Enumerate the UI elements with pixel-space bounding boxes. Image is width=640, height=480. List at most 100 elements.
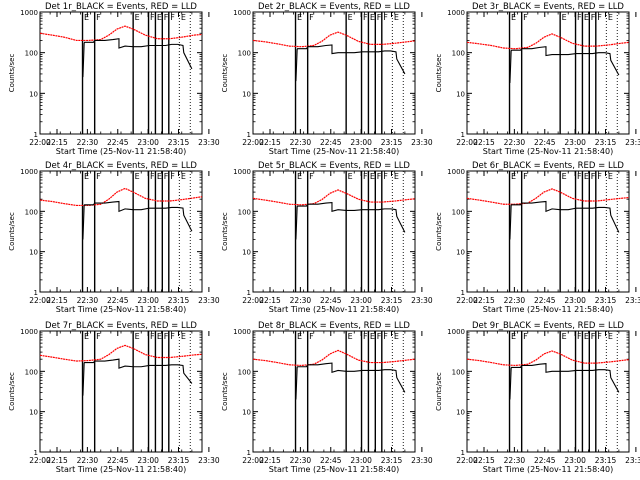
x-axis-label: Start Time (25-Nov-11 21:58:40) [483, 465, 613, 474]
lld-series-line [39, 25, 203, 42]
y-tick-label: 1 [34, 289, 38, 297]
y-tick-label: 1000 [447, 9, 465, 17]
x-tick-label: 22:30 [290, 296, 312, 305]
event-marker-label: F [363, 332, 368, 341]
event-marker-label: F [383, 172, 388, 181]
x-axis-label: Start Time (25-Nov-11 21:58:40) [483, 147, 613, 156]
event-marker-label: F [164, 332, 169, 341]
x-tick-label: 23:15 [168, 456, 190, 465]
event-marker-label: E [562, 13, 567, 22]
event-marker-label: E [297, 13, 302, 22]
event-marker-label: E [511, 13, 516, 22]
event-marker-label: F [591, 172, 596, 181]
plot-frame [39, 330, 203, 453]
x-tick-label: 23:15 [381, 456, 403, 465]
x-tick-label: 23:30 [625, 456, 640, 465]
x-tick-label: 22:30 [290, 138, 312, 147]
panel-3: Det 3r_BLACK = Events, RED = LLD 1 10 100 10… [435, 2, 640, 156]
event-marker-label: F [150, 332, 155, 341]
event-marker-label: E [84, 172, 89, 181]
x-tick-label: 23:30 [625, 296, 640, 305]
event-marker-label: F [377, 332, 382, 341]
y-axis-label: Counts/sec [435, 212, 443, 251]
x-tick-label: 22:30 [504, 138, 526, 147]
lld-series-line [39, 344, 203, 362]
event-marker-label: F [363, 172, 368, 181]
y-tick-label: 10 [242, 90, 251, 98]
x-tick-label: 23:30 [411, 296, 433, 305]
panel-8: Det 8r_BLACK = Events, RED = LLD 1 10 100 10… [221, 321, 433, 474]
x-tick-label: 23:15 [595, 456, 617, 465]
events-series-line [295, 44, 406, 82]
events-series-line [509, 46, 620, 83]
panel-title: Det 8r_BLACK = Events, RED = LLD [258, 321, 410, 331]
y-axis-label: Counts/sec [8, 54, 16, 93]
x-tick-label: 23:30 [411, 138, 433, 147]
x-axis-label: Start Time (25-Nov-11 21:58:40) [269, 305, 399, 314]
event-marker-label: E [348, 13, 353, 22]
event-marker-label: E [135, 332, 140, 341]
x-tick-label: 23:30 [198, 138, 220, 147]
x-tick-label: 23:30 [198, 296, 220, 305]
y-tick-label: 100 [238, 368, 251, 376]
x-tick-label: 22:30 [77, 138, 99, 147]
event-marker-label: F [383, 13, 388, 22]
event-marker-label: E [394, 13, 399, 22]
event-marker-label: F [150, 13, 155, 22]
events-series-line [82, 358, 193, 396]
panel-5: Det 5r_BLACK = Events, RED = LLD 1 10 100 10… [221, 161, 433, 314]
lld-series-line [466, 33, 630, 50]
x-axis-label: Start Time (25-Nov-11 21:58:40) [269, 147, 399, 156]
lld-series-line [252, 349, 416, 367]
event-marker-label: E [348, 332, 353, 341]
events-series-line [509, 363, 620, 400]
plot-frame [466, 330, 630, 453]
x-tick-label: 23:15 [595, 296, 617, 305]
y-tick-label: 1000 [20, 168, 38, 176]
x-tick-label: 22:30 [504, 456, 526, 465]
event-marker-label: F [150, 172, 155, 181]
x-tick-label: 22:15 [259, 138, 281, 147]
event-marker-label: F [383, 332, 388, 341]
event-marker-label: F [309, 172, 314, 181]
event-marker-label: E [348, 172, 353, 181]
event-marker-label: F [96, 332, 101, 341]
x-tick-label: 23:30 [411, 456, 433, 465]
y-tick-label: 100 [452, 368, 465, 376]
event-marker-label: F [164, 13, 169, 22]
event-marker-label: E [370, 172, 375, 181]
panel-title: Det 3r_BLACK = Events, RED = LLD [472, 2, 624, 12]
event-marker-label: F [377, 172, 382, 181]
event-marker-label: E [584, 332, 589, 341]
event-marker-label: F [309, 332, 314, 341]
x-tick-label: 23:15 [381, 296, 403, 305]
events-series-line [295, 362, 406, 400]
x-axis-label: Start Time (25-Nov-11 21:58:40) [483, 305, 613, 314]
event-marker-label: F [363, 13, 368, 22]
panel-2: Det 2r_BLACK = Events, RED = LLD 1 10 100 10… [221, 2, 433, 156]
x-tick-label: 22:15 [259, 296, 281, 305]
panel-title: Det 7r_BLACK = Events, RED = LLD [45, 321, 197, 331]
event-marker-label: E [84, 13, 89, 22]
event-marker-label: E [562, 332, 567, 341]
y-axis-label: Counts/sec [221, 54, 229, 93]
x-tick-label: 22:30 [504, 296, 526, 305]
x-tick-label: 23:30 [198, 456, 220, 465]
x-axis-label: Start Time (25-Nov-11 21:58:40) [56, 147, 186, 156]
y-tick-label: 1 [461, 449, 465, 457]
event-marker-label: F [597, 13, 602, 22]
x-tick-label: 22:15 [46, 456, 68, 465]
event-marker-label: E [297, 172, 302, 181]
x-tick-label: 22:00 [29, 138, 51, 147]
y-tick-label: 1000 [447, 328, 465, 336]
y-tick-label: 100 [238, 50, 251, 58]
events-series-line [82, 200, 193, 240]
event-marker-label: E [562, 172, 567, 181]
x-axis-label: Start Time (25-Nov-11 21:58:40) [269, 465, 399, 474]
y-tick-label: 1 [247, 131, 251, 139]
x-tick-label: 22:15 [46, 138, 68, 147]
event-marker-label: F [577, 13, 582, 22]
x-tick-label: 23:15 [381, 138, 403, 147]
